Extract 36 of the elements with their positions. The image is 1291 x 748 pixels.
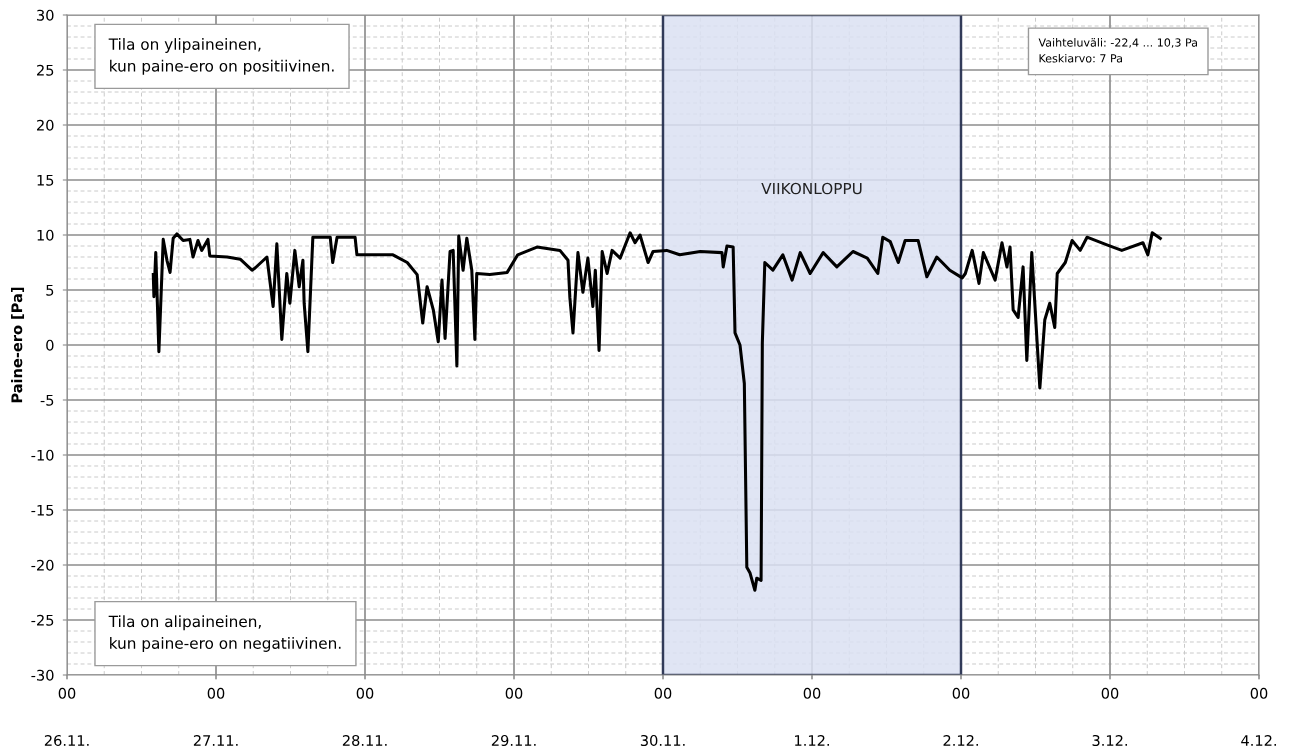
y-tick-label: 25 [37,64,54,76]
y-tick-label: -10 [31,449,54,461]
y-tick-label: 20 [37,119,54,131]
x2-tick-label: 00 [1101,687,1119,699]
y-tick-label: -20 [31,559,54,571]
y-tick-label: -15 [31,504,54,516]
x-tick-label: 28.11. [342,734,387,747]
x-tick-label: 27.11. [193,734,238,746]
annotation: Vaihteluväli: -22,4 ... 10,3 Pa Keskiarvo: 7 Pa [1038,38,1197,63]
x-tick-label: 26.11. [44,734,89,747]
band-label: VIIKONLOPPU [761,182,862,195]
annotation: Tila on alipaineinen, kun paine-ero on negatiivinen. [108,615,341,652]
x-tick-label: 1.12. [795,734,829,746]
y-tick-label: 10 [37,229,54,241]
x-tick-label: 29.11. [491,734,536,747]
y-axis-title: Paine-ero [Pa] [11,287,25,403]
x2-tick-label: 00 [356,687,374,699]
x-tick-label: 3.12. [1092,734,1127,747]
x2-tick-label: 00 [58,687,76,699]
x2-tick-label: 00 [207,687,225,699]
x-tick-label: 4.12. [1241,734,1276,746]
y-tick-label: -30 [31,669,54,681]
x2-tick-label: 00 [952,687,970,699]
x2-tick-label: 00 [803,687,821,699]
y-tick-label: 30 [37,9,54,21]
y-tick-label: -5 [40,394,54,406]
x2-tick-label: 00 [1250,687,1268,699]
y-tick-label: 0 [46,339,54,351]
annotation: Tila on ylipaineinen, kun paine-ero on positiivinen. [108,38,334,75]
x-tick-label: 30.11. [640,734,685,747]
y-tick-label: -25 [31,614,54,626]
x-tick-label: 2.12. [943,734,978,746]
y-tick-label: 15 [37,174,54,186]
x2-tick-label: 00 [654,687,672,699]
y-tick-label: 5 [46,284,54,296]
x2-tick-label: 00 [505,687,523,699]
